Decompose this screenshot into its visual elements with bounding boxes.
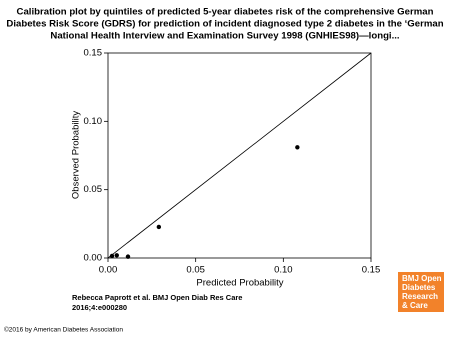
x-tick-label: 0.15 bbox=[362, 265, 381, 276]
logo-text: Research bbox=[402, 292, 438, 301]
title-line: National Health Interview and Examinatio… bbox=[50, 31, 399, 42]
logo-box bbox=[398, 272, 444, 312]
citation: Rebecca Paprott et al. BMJ Open Diab Res… bbox=[72, 293, 242, 302]
point bbox=[114, 253, 119, 258]
logo-text: Diabetes bbox=[402, 283, 436, 292]
x-axis-label: Predicted Probability bbox=[196, 278, 283, 289]
point bbox=[295, 145, 300, 150]
y-tick-label: 0.10 bbox=[84, 116, 103, 127]
point bbox=[156, 224, 162, 230]
title-line: Diabetes Risk Score (GDRS) for predictio… bbox=[6, 19, 443, 30]
reference-line bbox=[107, 52, 372, 259]
citation: 2016;4:e000280 bbox=[72, 303, 127, 312]
copyright: ©2016 by American Diabetes Association bbox=[4, 326, 123, 334]
x-tick-label: 0.05 bbox=[186, 265, 205, 276]
logo-text: & Care bbox=[402, 301, 428, 310]
y-tick-label: 0.15 bbox=[84, 48, 103, 59]
x-tick-label: 0.10 bbox=[274, 265, 293, 276]
x-tick-label: 0.00 bbox=[99, 265, 118, 276]
point bbox=[109, 253, 115, 259]
point bbox=[125, 254, 131, 259]
y-tick-label: 0.00 bbox=[84, 253, 103, 264]
y-axis-label: Observed Probability bbox=[71, 111, 82, 199]
logo-text: BMJ Open bbox=[402, 274, 442, 283]
y-tick-label: 0.05 bbox=[84, 184, 103, 195]
plot-frame bbox=[107, 52, 372, 259]
title-line: Calibration plot by quintiles of predict… bbox=[17, 7, 434, 18]
